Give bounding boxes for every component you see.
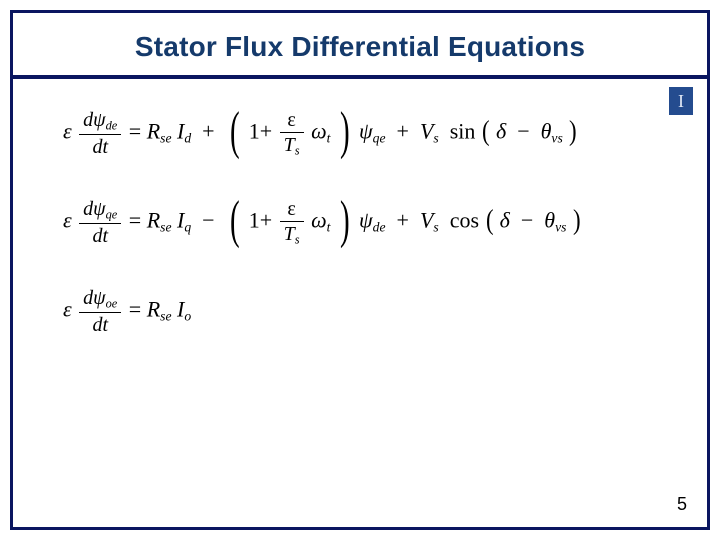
op: + [202,119,214,144]
trig: sin [450,119,476,144]
eps: ε [280,109,304,133]
eps: ε [280,198,304,222]
sub: vs [551,130,562,145]
institution-logo: I [669,87,693,115]
sub: se [160,220,171,235]
eq-coef: ε [63,208,72,233]
lparen-icon: ( [482,116,490,147]
equals: = [129,119,147,144]
eq-lhs-frac: dψde dt [79,109,121,158]
lparen-icon: ( [230,116,240,148]
omega: ω [311,208,327,233]
psi: ψ [93,198,105,220]
d: d [83,109,93,131]
rparen-icon: ) [569,116,577,147]
eq-lhs-num: dψde [79,109,121,135]
R: R [147,297,160,322]
plus: + [260,208,272,233]
sub: oe [106,297,118,311]
eq-lhs-den: dt [79,224,121,247]
eq-lhs-den: dt [79,313,121,336]
sub: s [433,220,438,235]
d: d [83,198,93,220]
t: t [102,314,108,336]
op: + [397,119,409,144]
title-area: Stator Flux Differential Equations [13,13,707,75]
rparen-icon: ) [340,205,350,237]
R: R [147,119,160,144]
rparen-icon: ) [573,205,581,236]
equation-row: ε dψoe dt = Rse Io [63,287,657,336]
sub: vs [555,220,566,235]
minus: − [521,208,533,233]
eq-coef: ε [63,119,72,144]
sub: d [184,130,191,145]
d: d [92,136,102,158]
psi: ψ [93,109,105,131]
eq-lhs-frac: dψoe dt [79,287,121,336]
lparen-icon: ( [230,205,240,237]
sub: se [160,130,171,145]
t: t [102,225,108,247]
eq-coef: ε [63,297,72,322]
V: V [420,119,433,144]
psi: ψ [359,119,373,144]
equals: = [129,297,147,322]
inner-den: Ts [280,222,304,247]
sub: de [106,118,118,132]
inner-frac: ε Ts [280,109,304,158]
sub: s [295,233,300,247]
eq-lhs-den: dt [79,135,121,158]
sub: qe [373,130,386,145]
sub: q [184,220,191,235]
sub: se [160,309,171,324]
slide-frame: Stator Flux Differential Equations I ε d… [10,10,710,530]
V: V [420,208,433,233]
eq-lhs-frac: dψqe dt [79,198,121,247]
logo-letter-icon: I [678,91,684,112]
rparen-icon: ) [340,116,350,148]
plus: + [260,119,272,144]
eq-lhs-num: dψoe [79,287,121,313]
content-area: ε dψde dt = Rse Id + ( 1+ ε Ts ωt ) ψqe … [13,79,707,346]
sub: s [433,130,438,145]
equation-row: ε dψde dt = Rse Id + ( 1+ ε Ts ωt ) ψqe … [63,109,657,158]
eq-lhs-num: dψqe [79,198,121,224]
T: T [284,223,295,245]
t: t [102,136,108,158]
one: 1 [249,119,260,144]
d: d [83,287,93,309]
one: 1 [249,208,260,233]
delta: δ [496,119,506,144]
op: − [202,208,214,233]
sub: t [327,130,331,145]
equals: = [129,208,147,233]
op: + [397,208,409,233]
theta: θ [544,208,555,233]
inner-den: Ts [280,133,304,158]
equation-row: ε dψqe dt = Rse Iq − ( 1+ ε Ts ωt ) ψde … [63,198,657,247]
sub: s [295,143,300,157]
T: T [284,134,295,156]
sub: o [184,309,191,324]
d: d [92,225,102,247]
omega: ω [311,119,327,144]
trig: cos [450,208,479,233]
psi: ψ [93,287,105,309]
inner-frac: ε Ts [280,198,304,247]
sub: t [327,220,331,235]
psi: ψ [359,208,373,233]
page-number: 5 [677,494,687,515]
sub: qe [106,208,118,222]
R: R [147,208,160,233]
d: d [92,314,102,336]
page-title: Stator Flux Differential Equations [53,31,667,63]
minus: − [517,119,529,144]
theta: θ [541,119,552,144]
sub: de [373,220,386,235]
delta: δ [500,208,510,233]
lparen-icon: ( [486,205,494,236]
